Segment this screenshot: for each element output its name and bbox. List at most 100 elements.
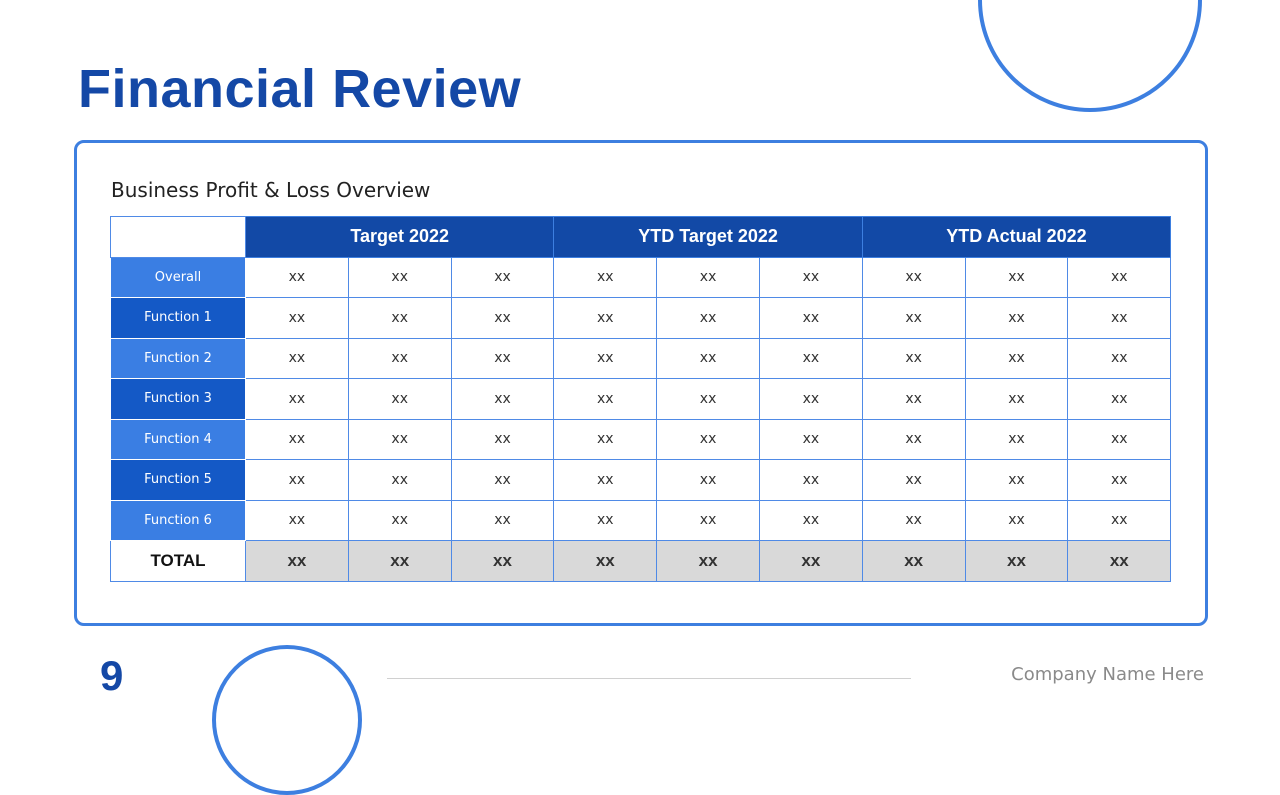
table-cell: xx	[553, 256, 658, 298]
table-cell: xx	[861, 378, 966, 420]
table-cell: xx	[964, 418, 1069, 460]
profit-loss-table: Target 2022 YTD Target 2022 YTD Actual 2…	[110, 216, 1172, 582]
table-cell: xx	[758, 459, 863, 501]
table-cell: xx	[1067, 256, 1172, 298]
total-cell: xx	[450, 540, 555, 582]
table-cell: xx	[450, 499, 555, 541]
row-label: Function 3	[110, 378, 246, 420]
header-ytd-target-2022: YTD Target 2022	[553, 216, 863, 258]
table-cell: xx	[861, 499, 966, 541]
table-cell: xx	[656, 499, 760, 541]
table-cell: xx	[1067, 418, 1172, 460]
table-cell: xx	[1067, 499, 1172, 541]
table-cell: xx	[245, 297, 349, 339]
table-cell: xx	[450, 378, 555, 420]
table-cell: xx	[1067, 337, 1172, 379]
table-cell: xx	[245, 459, 349, 501]
header-target-2022: Target 2022	[244, 216, 555, 258]
table-row: Function 5 xx xx xx xx xx xx xx xx xx	[110, 459, 1172, 501]
table-row: Function 3 xx xx xx xx xx xx xx xx xx	[110, 378, 1172, 420]
table-cell: xx	[553, 337, 658, 379]
table-cell: xx	[964, 337, 1069, 379]
company-name: Company Name Here	[1011, 664, 1204, 685]
table-cell: xx	[964, 297, 1069, 339]
table-cell: xx	[553, 297, 658, 339]
table-cell: xx	[964, 378, 1069, 420]
table-cell: xx	[964, 256, 1069, 298]
table-cell: xx	[656, 378, 760, 420]
table-cell: xx	[1067, 297, 1172, 339]
row-label: Overall	[110, 256, 246, 298]
table-row: Function 4 xx xx xx xx xx xx xx xx xx	[110, 418, 1172, 460]
table-cell: xx	[347, 418, 452, 460]
total-cell: xx	[1067, 540, 1172, 582]
table-cell: xx	[861, 459, 966, 501]
table-cell: xx	[347, 337, 452, 379]
total-label: TOTAL	[110, 540, 246, 582]
table-cell: xx	[656, 459, 760, 501]
table-cell: xx	[245, 499, 349, 541]
table-cell: xx	[347, 256, 452, 298]
slide-title: Financial Review	[78, 59, 522, 119]
table-cell: xx	[656, 256, 760, 298]
table-cell: xx	[758, 378, 863, 420]
decorative-circle-top	[978, 0, 1202, 112]
total-cell: xx	[245, 540, 349, 582]
table-cell: xx	[758, 418, 863, 460]
table-row: Overall xx xx xx xx xx xx xx xx xx	[110, 256, 1172, 298]
table-cell: xx	[450, 297, 555, 339]
table-cell: xx	[245, 337, 349, 379]
total-cell: xx	[553, 540, 658, 582]
table-row: Function 6 xx xx xx xx xx xx xx xx xx	[110, 499, 1172, 541]
table-cell: xx	[861, 418, 966, 460]
total-cell: xx	[758, 540, 863, 582]
table-cell: xx	[861, 297, 966, 339]
table-subtitle: Business Profit & Loss Overview	[111, 178, 431, 202]
total-cell: xx	[656, 540, 760, 582]
footer-divider	[387, 678, 911, 679]
total-row: TOTAL xx xx xx xx xx xx xx xx xx	[110, 540, 1172, 582]
table-cell: xx	[758, 256, 863, 298]
table-cell: xx	[450, 459, 555, 501]
decorative-circle-bottom	[212, 645, 362, 795]
table-cell: xx	[964, 499, 1069, 541]
table-cell: xx	[656, 297, 760, 339]
table-cell: xx	[1067, 459, 1172, 501]
header-ytd-actual-2022: YTD Actual 2022	[861, 216, 1172, 258]
total-cell: xx	[347, 540, 452, 582]
table-row: Function 1 xx xx xx xx xx xx xx xx xx	[110, 297, 1172, 339]
table-cell: xx	[450, 418, 555, 460]
table-cell: xx	[861, 337, 966, 379]
row-label: Function 4	[110, 418, 246, 460]
table-cell: xx	[347, 378, 452, 420]
table-cell: xx	[758, 297, 863, 339]
row-label: Function 5	[110, 459, 246, 501]
table-cell: xx	[861, 256, 966, 298]
table-cell: xx	[245, 378, 349, 420]
table-cell: xx	[553, 459, 658, 501]
table-header-row: Target 2022 YTD Target 2022 YTD Actual 2…	[110, 216, 1172, 258]
row-label: Function 2	[110, 337, 246, 379]
table-cell: xx	[656, 337, 760, 379]
total-cell: xx	[964, 540, 1069, 582]
table-cell: xx	[450, 256, 555, 298]
table-cell: xx	[553, 378, 658, 420]
table-cell: xx	[656, 418, 760, 460]
page-number: 9	[100, 652, 124, 699]
row-label: Function 6	[110, 499, 246, 541]
table-cell: xx	[553, 418, 658, 460]
table-cell: xx	[758, 499, 863, 541]
table-cell: xx	[758, 337, 863, 379]
table-cell: xx	[347, 459, 452, 501]
table-cell: xx	[347, 499, 452, 541]
table-cell: xx	[450, 337, 555, 379]
table-corner-cell	[110, 216, 246, 258]
total-cell: xx	[861, 540, 966, 582]
table-cell: xx	[245, 418, 349, 460]
table-cell: xx	[964, 459, 1069, 501]
table-cell: xx	[347, 297, 452, 339]
table-cell: xx	[553, 499, 658, 541]
table-row: Function 2 xx xx xx xx xx xx xx xx xx	[110, 337, 1172, 379]
table-cell: xx	[245, 256, 349, 298]
row-label: Function 1	[110, 297, 246, 339]
